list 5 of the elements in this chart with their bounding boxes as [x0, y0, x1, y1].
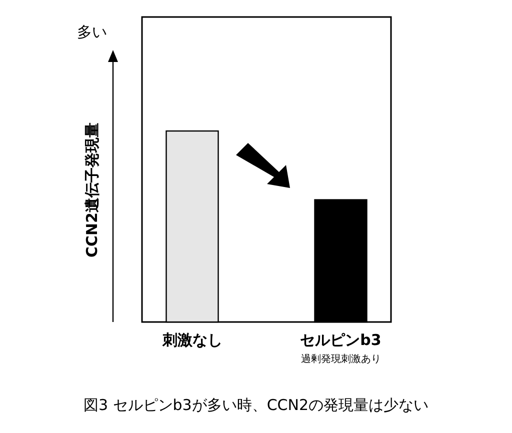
text: 図3 セルピンb3が多い時、CCN2の発現量は少ない: [83, 396, 429, 414]
x-tick-label: セルピンb3 過剰発現刺激あり: [300, 331, 382, 365]
x-tick-label: 刺激なし: [161, 331, 222, 349]
text: 多い: [77, 23, 107, 41]
y-axis-title: CCN2遺伝子発現量: [83, 122, 101, 258]
